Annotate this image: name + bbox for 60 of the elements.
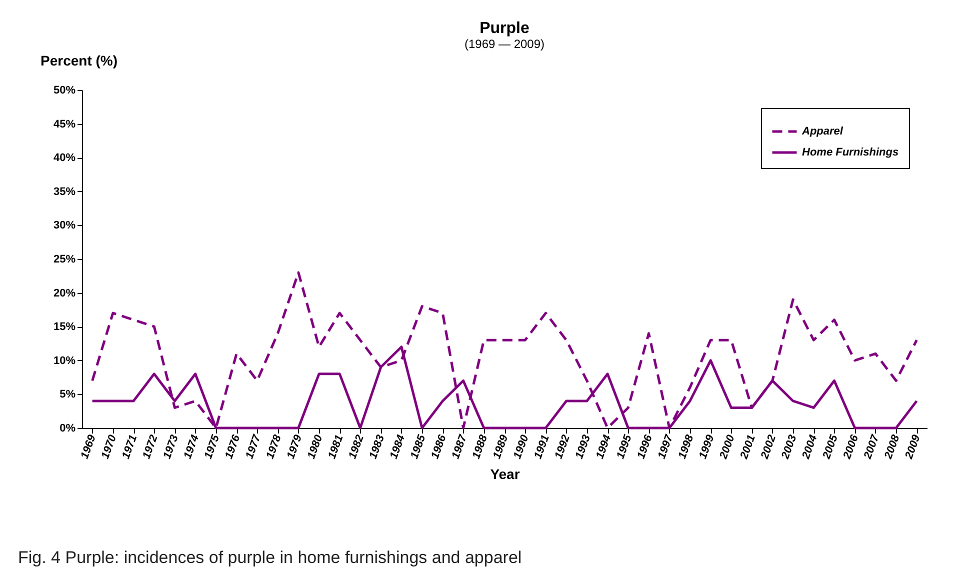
x-tick-label: 1970 bbox=[99, 432, 120, 461]
x-tick-label: 2002 bbox=[758, 433, 779, 462]
y-axis-title: Percent (%) bbox=[40, 52, 118, 68]
x-tick-label: 1988 bbox=[470, 432, 490, 461]
y-tick-label: 10% bbox=[53, 354, 76, 367]
x-tick-label: 2005 bbox=[820, 432, 841, 462]
x-tick-label: 1976 bbox=[223, 432, 244, 461]
x-axis-title: Year bbox=[490, 466, 520, 482]
x-tick-label: 1983 bbox=[367, 433, 387, 461]
x-tick-label: 2004 bbox=[800, 433, 820, 462]
x-tick-label: 2007 bbox=[862, 432, 882, 462]
legend-label: Home Furnishings bbox=[802, 146, 899, 158]
x-tick-label: 1969 bbox=[78, 432, 99, 461]
x-tick-label: 1971 bbox=[120, 433, 140, 461]
y-tick-label: 20% bbox=[53, 287, 76, 300]
x-tick-label: 1982 bbox=[346, 433, 366, 461]
x-tick-label: 2001 bbox=[738, 433, 758, 462]
x-tick-label: 1986 bbox=[429, 432, 450, 461]
x-tick-label: 1997 bbox=[656, 432, 676, 461]
x-tick-label: 1989 bbox=[490, 432, 511, 461]
y-tick-label: 40% bbox=[53, 152, 76, 164]
x-tick-label: 1977 bbox=[244, 432, 264, 461]
x-tick-label: 2009 bbox=[902, 432, 924, 462]
x-tick-label: 1998 bbox=[676, 432, 696, 461]
x-tick-label: 1995 bbox=[614, 432, 635, 461]
x-tick-label: 1996 bbox=[635, 432, 656, 461]
x-tick-label: 1980 bbox=[306, 432, 326, 461]
x-tick-label: 1975 bbox=[202, 432, 222, 461]
caption: Fig. 4 Purple: incidences of purple in home furnishings and apparel bbox=[18, 548, 522, 568]
x-tick-label: 1979 bbox=[284, 432, 305, 461]
x-tick-label: 1978 bbox=[264, 432, 284, 461]
y-tick-label: 50% bbox=[53, 84, 76, 96]
chart-title: Purple bbox=[480, 20, 530, 37]
x-tick-label: 1972 bbox=[140, 433, 160, 461]
line-series bbox=[91, 271, 918, 430]
x-tick-label: 1974 bbox=[182, 433, 202, 461]
legend-label: Apparel bbox=[801, 126, 844, 138]
y-tick-label: 35% bbox=[53, 186, 76, 198]
x-tick-label: 2006 bbox=[841, 432, 862, 462]
x-tick-label: 1992 bbox=[552, 433, 572, 461]
x-tick-label: 1987 bbox=[450, 432, 470, 461]
y-tick-label: 30% bbox=[53, 220, 76, 232]
y-tick-label: 0% bbox=[60, 422, 76, 434]
x-tick-label: 2008 bbox=[882, 432, 903, 462]
x-tick-label: 1991 bbox=[532, 433, 552, 461]
y-tick-label: 15% bbox=[53, 321, 76, 334]
x-tick-label: 1990 bbox=[512, 432, 532, 461]
x-tick-label: 1993 bbox=[573, 433, 594, 461]
x-tick-label: 1994 bbox=[594, 433, 614, 461]
x-tick-label: 1984 bbox=[388, 433, 408, 461]
y-tick-label: 5% bbox=[60, 388, 76, 401]
x-tick-label: 1985 bbox=[408, 432, 428, 461]
x-tick-label: 1999 bbox=[697, 432, 718, 461]
x-tick-label: 1981 bbox=[326, 433, 346, 461]
x-tick-label: 1973 bbox=[161, 433, 181, 461]
y-tick-label: 45% bbox=[53, 118, 76, 130]
x-tick-label: 2000 bbox=[717, 432, 738, 462]
chart-subtitle: (1969 — 2009) bbox=[464, 37, 545, 51]
y-tick-label: 25% bbox=[53, 254, 76, 266]
x-tick-label: 2003 bbox=[779, 433, 800, 462]
